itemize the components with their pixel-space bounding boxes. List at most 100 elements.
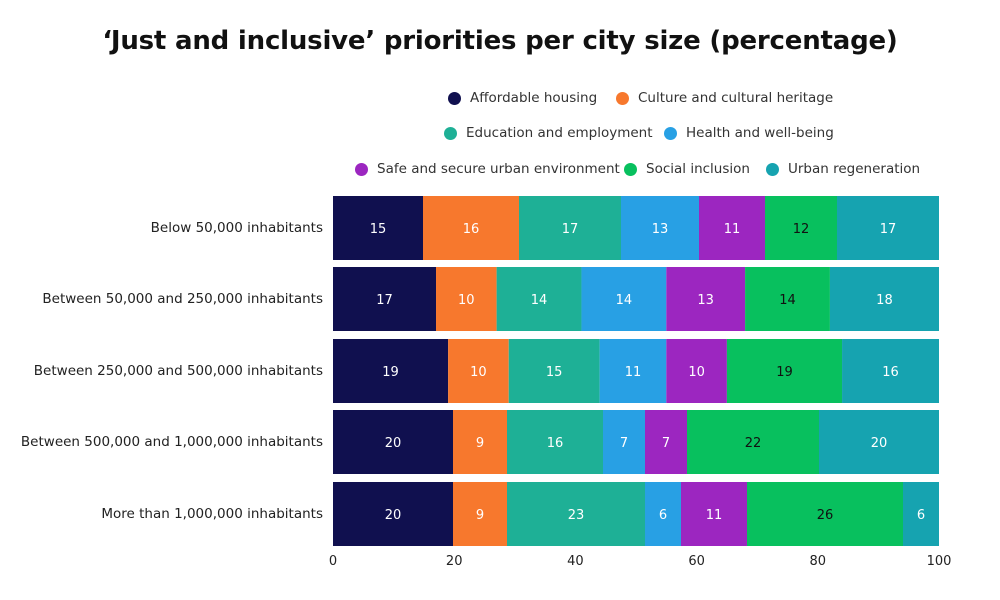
category-label: Between 50,000 and 250,000 inhabitants [42,291,323,307]
bar-segment [496,267,582,331]
data-label: 11 [625,365,642,380]
data-label: 10 [470,365,487,380]
bar-segment [645,410,687,474]
bar-segment [765,196,837,260]
data-label: 14 [531,293,548,308]
data-label: 19 [382,365,399,380]
bar-segment [666,267,746,331]
bar-segment [448,339,509,403]
x-tick-label: 60 [688,554,705,569]
data-label: 15 [370,222,387,237]
data-label: 10 [458,293,475,308]
bar-segment [453,410,507,474]
data-label: 16 [882,365,899,380]
data-label: 6 [659,508,667,523]
legend-swatch [766,162,779,176]
legend-swatch [448,91,461,105]
data-label: 16 [463,222,480,237]
bar-segment [519,196,621,260]
bar-segment [681,482,747,546]
x-tick-label: 0 [329,554,337,569]
bar-segment [333,267,437,331]
data-label: 14 [779,293,796,308]
data-label: 7 [662,436,670,451]
data-label: 17 [376,293,393,308]
data-label: 9 [476,436,484,451]
data-label: 11 [706,508,723,523]
data-label: 20 [385,436,402,451]
bar-segment [687,410,819,474]
bar-segment [645,482,681,546]
category-label: More than 1,000,000 inhabitants [101,506,323,522]
data-label: 12 [793,222,810,237]
data-label: 18 [876,293,893,308]
legend-swatch [444,126,457,140]
legend-label: Health and well-being [686,125,834,141]
bar-segment [333,339,449,403]
bar-segment [453,482,507,546]
legend-item: Health and well-being [664,125,834,141]
legend-swatch [624,162,637,176]
data-label: 16 [547,436,564,451]
bar-segment [747,482,903,546]
x-tick-label: 40 [567,554,584,569]
bar-segment [507,482,645,546]
bar-segment [581,267,667,331]
data-label: 15 [546,365,563,380]
bar-segment [333,482,453,546]
data-label: 9 [476,508,484,523]
x-tick-label: 100 [927,554,952,569]
legend-swatch [664,126,677,140]
bar-segment [666,339,727,403]
legend-label: Affordable housing [470,90,598,106]
bar-segment [333,410,453,474]
bar-segment [333,196,423,260]
legend-label: Culture and cultural heritage [638,90,834,106]
data-label: 19 [776,365,793,380]
category-label: Below 50,000 inhabitants [150,220,323,236]
data-label: 22 [745,436,762,451]
legend-swatch [616,91,629,105]
bar-segment [837,196,939,260]
data-label: 17 [880,222,897,237]
data-label: 23 [568,508,585,523]
legend-swatch [355,162,368,176]
data-label: 13 [697,293,714,308]
bar-segment [507,410,603,474]
legend-label: Urban regeneration [788,161,921,177]
data-label: 14 [616,293,633,308]
bar-segment [699,196,765,260]
data-label: 20 [871,436,888,451]
bar-segment [599,339,667,403]
legend-label: Safe and secure urban environment [377,161,620,177]
data-label: 7 [620,436,628,451]
bar-segment [436,267,497,331]
data-label: 11 [724,222,741,237]
bar-segment [423,196,519,260]
data-label: 20 [385,508,402,523]
bar-segment [621,196,699,260]
x-tick-label: 20 [446,554,463,569]
bar-segment [903,482,939,546]
legend-item: Urban regeneration [766,161,920,177]
bar-segment [726,339,843,403]
data-label: 13 [652,222,669,237]
legend-item: Culture and cultural heritage [616,90,833,106]
legend-label: Education and employment [466,125,653,141]
bar-segment [603,410,645,474]
legend-item: Education and employment [444,125,653,141]
data-label: 26 [817,508,834,523]
data-label: 10 [688,365,705,380]
data-label: 6 [917,508,925,523]
category-label: Between 500,000 and 1,000,000 inhabitant… [20,434,323,450]
x-tick-label: 80 [810,554,827,569]
bar-segment [829,267,939,331]
data-label: 17 [562,222,579,237]
bar-segment [842,339,939,403]
legend-label: Social inclusion [646,161,750,177]
bar-segment [745,267,830,331]
legend-item: Safe and secure urban environment [355,161,620,177]
legend-item: Affordable housing [448,90,597,106]
bar-segment [819,410,939,474]
